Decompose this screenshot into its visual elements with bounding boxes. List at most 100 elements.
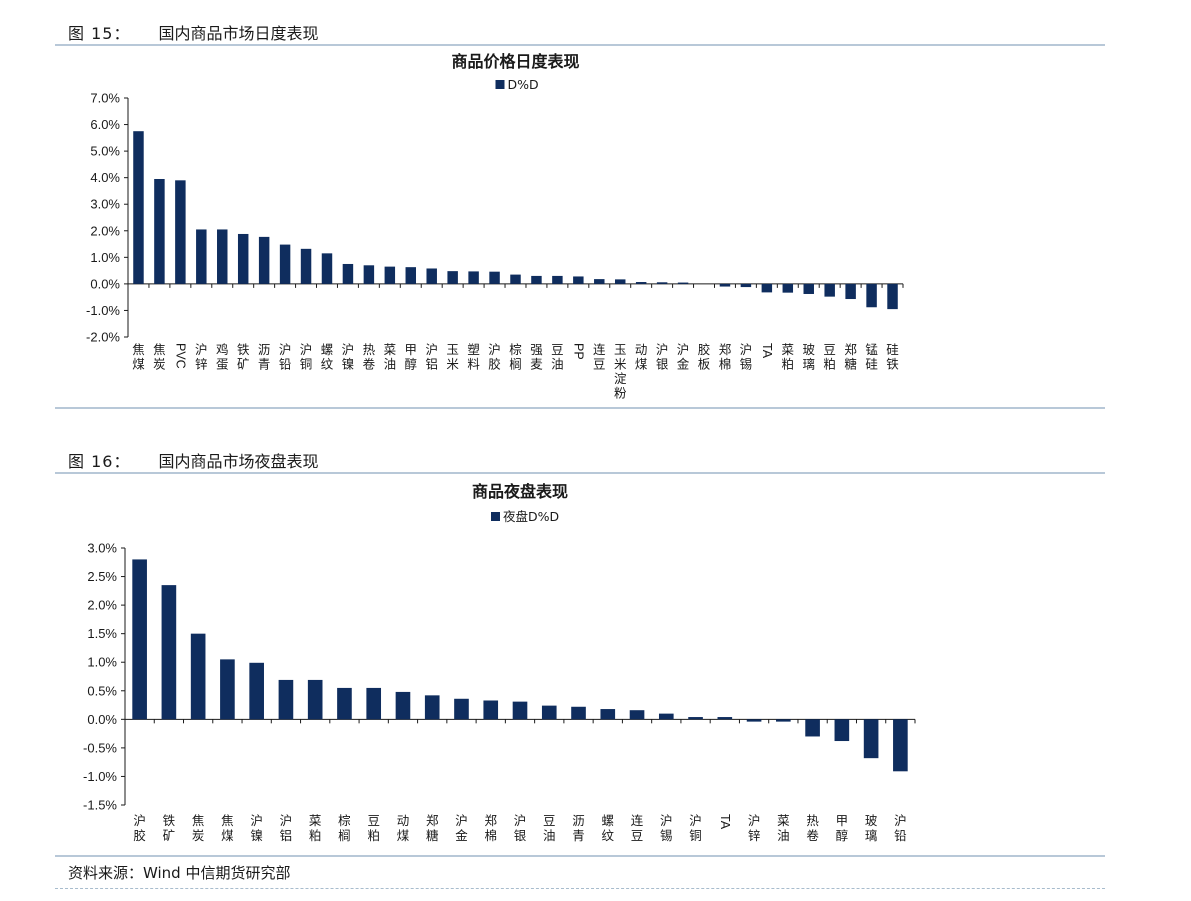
category-label: 沪银 [656,342,669,372]
y-tick-label: 2.0% [90,223,120,238]
bar [363,265,375,284]
bar [740,283,752,288]
figure-16-bottom-rule [55,855,1105,857]
bar [133,131,144,284]
bar [366,687,382,720]
category-label: 棕榈 [338,813,351,843]
bar [510,274,521,284]
category-label: 沪锌 [748,813,761,843]
y-tick-label: 1.0% [90,250,120,265]
category-label: 郑棉 [484,813,497,843]
bar [805,719,820,737]
bar [395,691,411,720]
category-label: 硅铁 [886,342,899,372]
bar [746,719,762,722]
y-tick-label: -1.0% [86,303,120,318]
figure-15-number: 图 15： [68,24,131,43]
y-tick-label: 6.0% [90,117,120,132]
source-note: 资料来源：Wind 中信期货研究部 [68,864,291,882]
bar [594,279,605,284]
category-label: 沪锡 [660,813,673,843]
bar [426,268,437,284]
category-label: 郑棉 [719,342,732,372]
chart-daily-svg: 商品价格日度表现 D%D -2.0% -1.0% 0.0% 1.0% 2.0% 3.0% 4.0… [86,52,904,401]
category-label: 螺纹 [602,813,615,843]
bar [531,275,542,284]
category-label: 塑料 [467,342,480,372]
bar [196,229,207,284]
bar [614,279,626,284]
category-label: 玉米淀粉 [614,342,627,401]
legend-swatch [491,512,500,521]
bar [571,706,586,720]
category-label: 玻璃 [802,342,815,372]
category-label: 热卷 [806,813,819,843]
bar [719,283,731,287]
bar [512,701,528,720]
category-label: 沪铅 [279,342,292,372]
figure-16-header: 图 16： 国内商品市场夜盘表现 [68,448,318,472]
category-label: 沪铜 [689,813,702,843]
category-label: 玻璃 [865,813,878,843]
bar [552,275,563,284]
chart-title: 商品价格日度表现 [451,52,579,71]
figure-16-top-rule [55,472,1105,474]
category-label: 螺纹 [321,342,334,372]
figure-15-header: 图 15： 国内商品市场日度表现 [68,20,318,44]
y-tick-label: 4.0% [90,170,120,185]
bar [761,283,773,293]
bar [824,283,835,297]
y-tick-label: 2.0% [87,598,117,613]
category-label: 豆油 [551,342,564,372]
bar [258,236,270,284]
bar [834,719,850,742]
bar [782,283,794,293]
category-label: 豆粕 [367,813,380,843]
y-tick-label: 3.0% [87,541,117,556]
category-label: 鸡蛋 [216,342,229,372]
bar [132,559,147,720]
legend-swatch [495,80,505,89]
y-tick-label: 2.5% [87,569,117,584]
bar [887,283,898,310]
category-label: 沪铜 [300,342,313,372]
category-label: 菜粕 [309,813,322,843]
category-label: 焦煤 [132,342,145,372]
legend: D%D [495,77,539,92]
bar [154,178,165,284]
category-label: 沪胶 [488,342,501,372]
category-label: 沪胶 [133,813,146,843]
y-tick-label: 7.0% [90,91,120,106]
bar [600,709,616,720]
category-label: 棕榈 [509,342,522,372]
y-tick-label: -1.0% [83,769,117,784]
category-label: 强麦 [530,342,543,372]
category-label: TA [718,814,732,830]
category-label: 沪镍 [250,813,263,843]
category-label: PVC [173,343,187,369]
category-label: 胶板 [698,342,711,372]
y-tick-label: 0.0% [90,276,120,291]
category-label: 沪铝 [425,342,438,372]
category-label: 豆粕 [823,342,836,372]
category-label: 郑糖 [844,342,857,372]
bar [190,633,206,720]
y-tick-label: 3.0% [90,197,120,212]
category-label: 沪锡 [740,342,753,372]
bar [717,717,733,720]
y-tick-label: -1.5% [83,798,117,813]
bar [454,698,469,720]
category-label: 沪银 [514,813,527,843]
y-tick-label: 0.0% [87,712,117,727]
category-label: 动煤 [635,342,648,372]
bar [249,662,264,720]
category-label: 连豆 [593,342,606,372]
category-label: 郑糖 [426,813,439,843]
bar [468,271,479,284]
category-label: 菜油 [777,813,790,843]
category-label: 沥青 [258,342,271,372]
bar [629,710,645,720]
bar [307,679,323,720]
bar [866,283,877,308]
category-label: 铁矿 [237,342,250,372]
